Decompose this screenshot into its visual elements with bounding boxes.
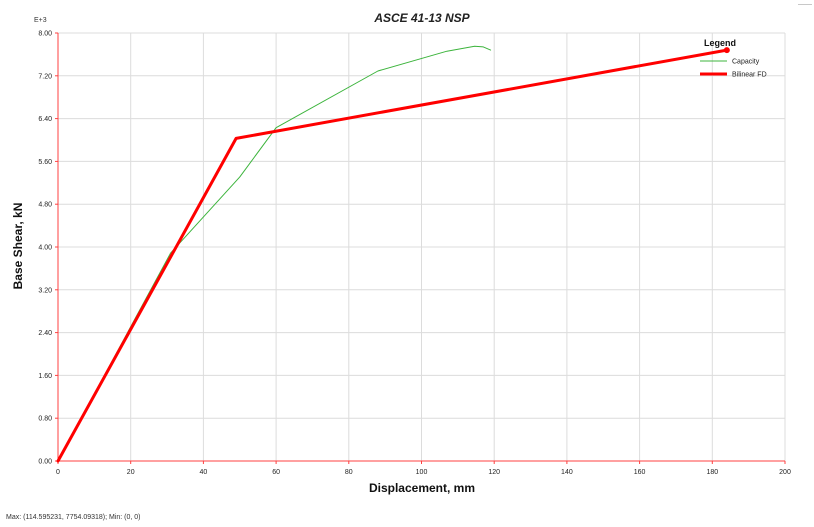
- data-point: [474, 46, 475, 47]
- data-point: [239, 176, 240, 177]
- x-tick-label: 200: [779, 469, 791, 476]
- legend-title: Legend: [704, 38, 736, 48]
- axes: [55, 32, 786, 464]
- x-tick-label: 180: [706, 469, 718, 476]
- x-tick-label: 20: [127, 469, 135, 476]
- y-tick-label: 3.20: [38, 287, 52, 294]
- y-tick-label: 8.00: [38, 31, 52, 38]
- y-tick-label: 1.60: [38, 373, 52, 380]
- tick-labels: 0 20 40 60 80 100 120 140 160 180 200 0.00 0.80 1.60 2…: [38, 31, 791, 477]
- y-tick-label: 5.60: [38, 159, 52, 166]
- y-tick-label: 7.20: [38, 73, 52, 80]
- data-point: [57, 460, 58, 461]
- x-tick-label: 100: [416, 469, 428, 476]
- y-tick-label: 4.80: [38, 202, 52, 209]
- data-point: [236, 138, 237, 139]
- data-point: [446, 51, 447, 52]
- series-layer: [56, 45, 730, 463]
- legend-label: Capacity: [732, 59, 760, 66]
- data-point: [377, 70, 378, 71]
- x-tick-label: 140: [561, 469, 573, 476]
- chart-title: ASCE 41-13 NSP: [373, 11, 470, 25]
- series-line-bilinear-fd: [56, 48, 729, 463]
- chart-svg: 0 20 40 60 80 100 120 140 160 180 200 0.00 0.80 1.60 2…: [11, 11, 791, 495]
- x-tick-label: 0: [56, 469, 60, 476]
- x-tick-label: 120: [488, 469, 500, 476]
- bilinear-end-marker: [723, 47, 730, 54]
- x-tick-label: 160: [634, 469, 646, 476]
- chart-panel: 0 20 40 60 80 100 120 140 160 180 200 0.00 0.80 1.60 2…: [0, 0, 798, 502]
- data-point: [276, 127, 277, 128]
- legend-label: Bilinear FD: [732, 72, 767, 79]
- y-tick-label: 0.80: [38, 416, 52, 423]
- x-axis-label: Displacement, mm: [369, 481, 475, 495]
- status-text: Max: (114.595231, 7754.09318); Min: (0, …: [6, 514, 141, 521]
- y-tick-label: 0.00: [38, 459, 52, 466]
- data-point: [483, 46, 484, 47]
- y-axis-label: Base Shear, kN: [11, 203, 25, 290]
- y-axis-multiplier: E+3: [34, 17, 47, 24]
- series-line-capacity: [57, 45, 492, 462]
- y-tick-label: 2.40: [38, 330, 52, 337]
- y-tick-label: 6.40: [38, 116, 52, 123]
- grid: [58, 32, 786, 461]
- right-gutter: [798, 0, 814, 502]
- gutter-tick: [798, 4, 812, 5]
- y-tick-label: 4.00: [38, 245, 52, 252]
- legend: Legend Capacity Bilinear FD: [700, 38, 767, 79]
- data-point: [490, 50, 491, 51]
- x-tick-label: 60: [272, 469, 280, 476]
- status-bar: Max: (114.595231, 7754.09318); Min: (0, …: [0, 502, 814, 527]
- x-tick-label: 40: [200, 469, 208, 476]
- x-tick-label: 80: [345, 469, 353, 476]
